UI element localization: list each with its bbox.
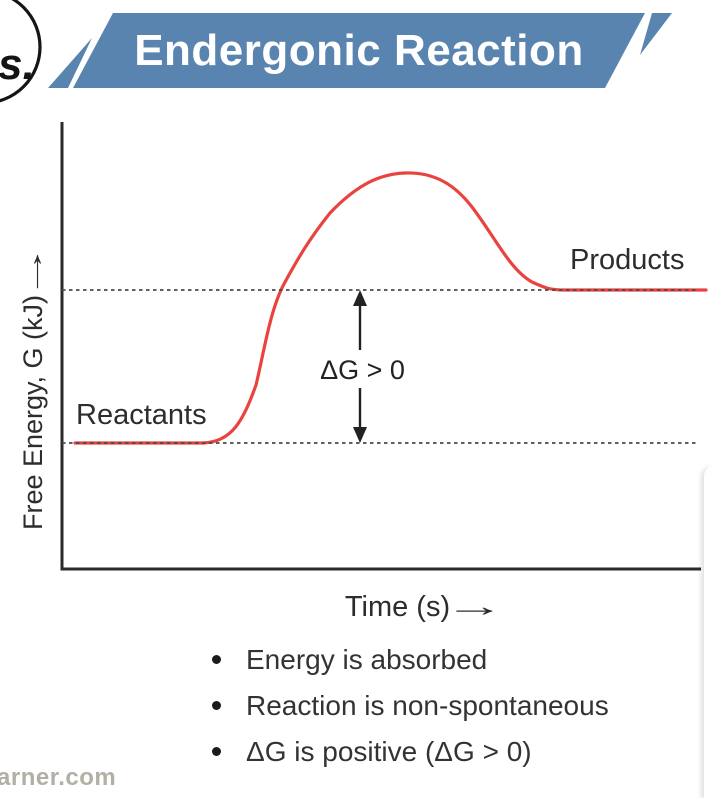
y-axis-arrow-icon: → (17, 243, 48, 300)
y-axis-label-text: Free Energy, G (kJ) (17, 294, 48, 531)
bullet-dot-icon (212, 747, 221, 756)
x-axis-arrow-icon: → (444, 590, 506, 623)
x-axis-label-text: Time (s) (344, 590, 451, 623)
banner-shape (73, 13, 645, 88)
reactants-label: Reactants (76, 399, 207, 431)
delta-g-label: ΔG > 0 (320, 355, 405, 385)
watermark: arner.com (0, 764, 117, 791)
banner-left-wedge (48, 38, 92, 88)
bullet-text: Reaction is non-spontaneous (246, 690, 609, 721)
delta-g-up-arrow (353, 290, 367, 350)
bullet-dot-icon (212, 655, 221, 664)
bullet-item: ΔG is positive (ΔG > 0) (212, 736, 532, 768)
products-label: Products (570, 244, 685, 276)
page-curl-edge (704, 466, 714, 798)
vs-badge-label: s. (0, 40, 35, 89)
bullet-item: Reaction is non-spontaneous (212, 690, 609, 722)
bullet-item: Energy is absorbed (212, 644, 487, 676)
delta-g-down-arrow (353, 388, 367, 443)
banner-title: Endergonic Reaction (134, 25, 584, 75)
bullet-text: Energy is absorbed (246, 644, 488, 675)
banner-right-wedge (640, 13, 672, 55)
bullet-dot-icon (212, 701, 221, 710)
y-axis-label: Free Energy, G (kJ) → (16, 234, 50, 554)
vs-badge-circle (0, 0, 42, 103)
reaction-curve (73, 171, 708, 445)
x-axis-label: Time (s) → (312, 590, 522, 624)
bullet-text: ΔG is positive (ΔG > 0) (246, 736, 532, 767)
axes-lines (60, 122, 701, 571)
